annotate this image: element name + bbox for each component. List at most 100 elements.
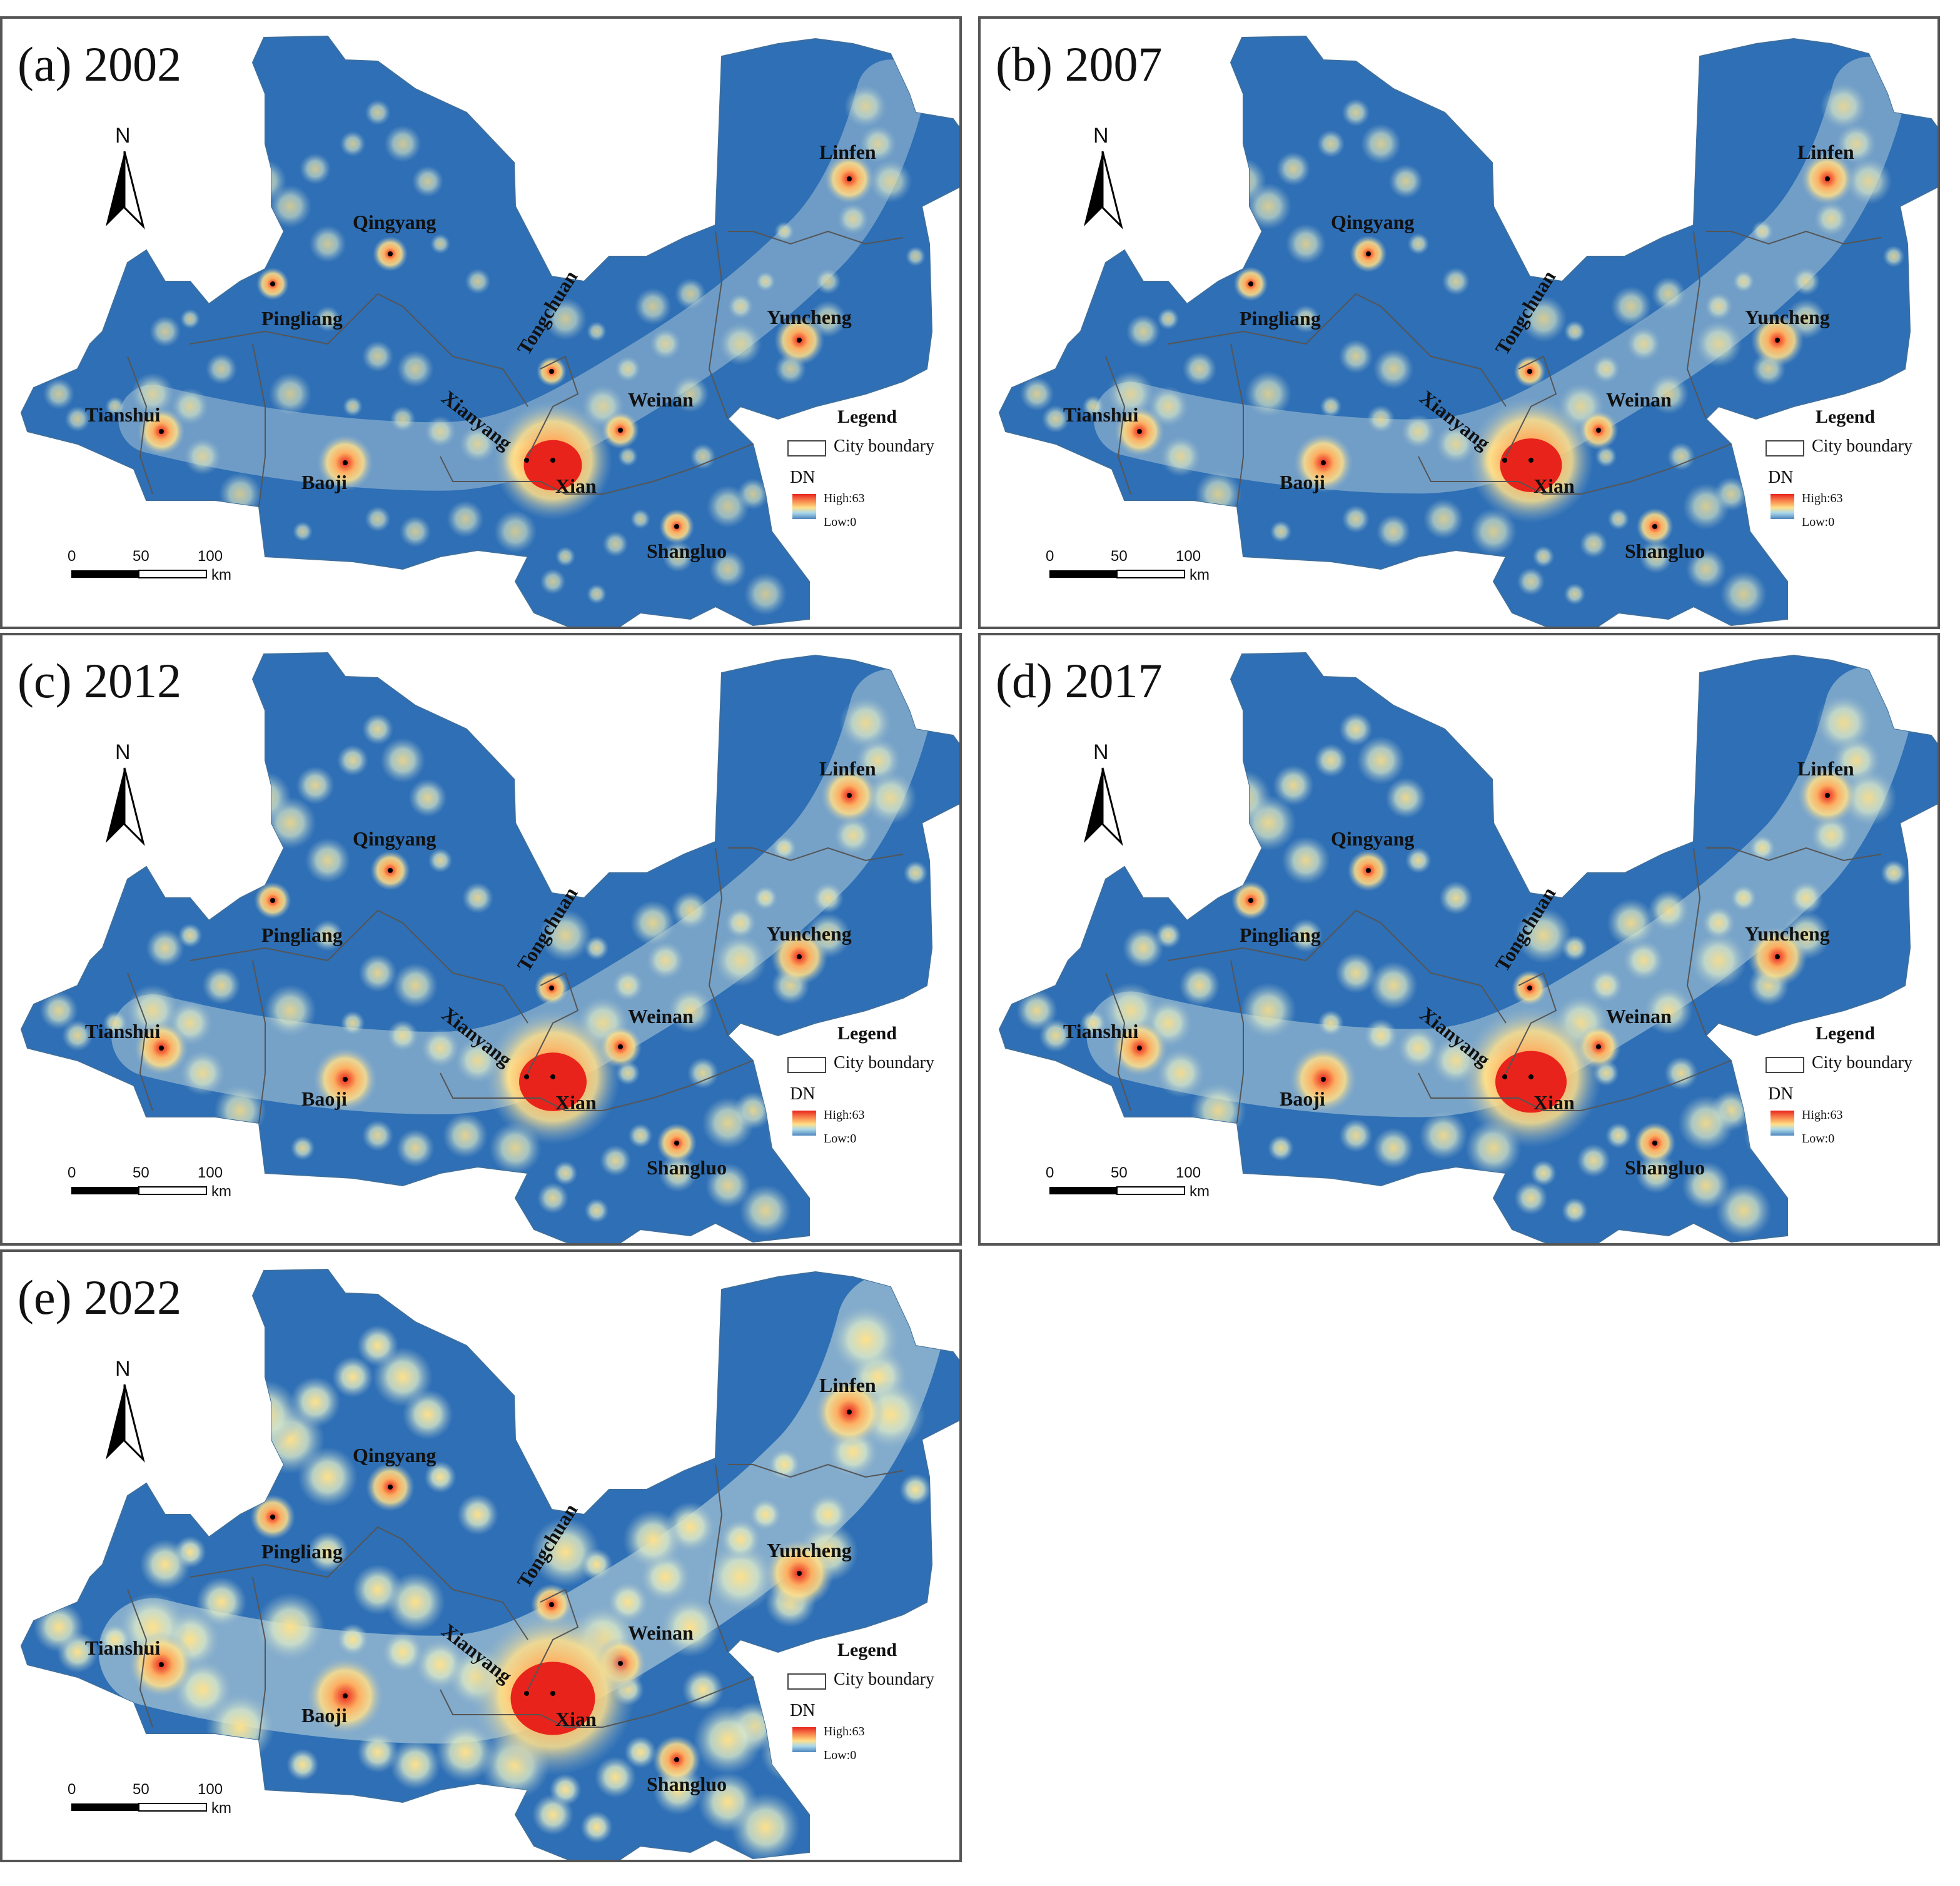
city-point-xian [550,1074,555,1079]
city-label-shangluo: Shangluo [1625,540,1705,562]
town-light [1373,1127,1414,1169]
town-light [774,221,795,242]
town-light [1563,320,1586,343]
city-boundary-line [1105,356,1131,495]
town-light [103,1011,128,1036]
city-label-linfen: Linfen [819,757,876,780]
city-point-pingliang [270,898,275,903]
town-light [672,375,709,413]
town-light [724,907,757,939]
town-light [392,962,438,1009]
town-light [1881,860,1907,886]
town-light [227,231,253,257]
city-label-tianshui: Tianshui [85,1020,161,1042]
city-point-tongchuan [1527,986,1532,991]
town-light [1792,267,1821,296]
legend-title: Legend [837,1640,897,1660]
town-light [361,340,394,373]
town-light [196,1576,247,1628]
panel-title: (c) 2012 [18,653,182,708]
town-light [1019,376,1054,411]
town-light [340,1011,365,1036]
town-light [202,966,241,1005]
town-light [219,1456,261,1498]
town-light [1530,1160,1557,1186]
city-label-linfen: Linfen [819,1374,876,1396]
town-light [1789,881,1823,915]
town-light [1682,483,1730,530]
city-point-tianshui [159,1662,164,1667]
town-light [1268,1135,1294,1161]
town-light [586,321,607,342]
city-label-tianshui: Tianshui [85,1636,161,1659]
town-light [662,540,694,573]
town-light [340,131,366,157]
legend-boundary-label: City boundary [834,1053,934,1072]
city-label-xian: Xian [555,1708,597,1730]
town-light [622,1509,684,1570]
city-point-yuncheng [797,1571,802,1576]
city-label-linfen: Linfen [819,141,876,163]
town-light [1579,530,1608,558]
city-point-baoji [1321,460,1326,465]
town-light [1563,583,1586,605]
city-label-shangluo: Shangluo [647,1156,727,1179]
town-light [205,1692,275,1762]
city-boundary-line [728,847,904,862]
town-light [1595,445,1617,468]
town-light [660,1596,721,1658]
city-point-linfen [847,793,852,798]
city-label-linfen: Linfen [1797,757,1854,780]
town-light [553,1161,578,1186]
town-light [1376,514,1411,549]
town-light [336,1623,369,1656]
city-point-linfen [847,176,852,181]
panel-title: (e) 2022 [18,1270,182,1324]
town-light [33,1601,84,1653]
city-label-yuncheng: Yuncheng [1745,306,1830,328]
city-point-baoji [343,460,348,465]
xian-urban-core [1500,438,1562,492]
scale-bar: 0 50 100 km [59,548,246,585]
town-light [772,835,797,860]
map-panel-2002: Linfen Qingyang Pingliang Tongchuan Yuncheng… [0,16,962,629]
xian-urban-core [510,1662,595,1735]
city-label-weinan: Weinan [1606,388,1672,411]
city-point-pingliang [1248,898,1253,903]
city-label-linfen: Linfen [1797,141,1854,163]
city-point-xian [550,458,555,463]
town-light [1341,505,1370,533]
north-arrow-icon [106,767,145,846]
city-label-pingliang: Pingliang [261,307,343,330]
town-light [1664,1056,1698,1090]
xian-urban-core [519,1052,587,1111]
town-light [342,396,363,417]
scale-tick-label: 0 [68,548,76,565]
scale-bar: 0 50 100 km [1037,548,1225,585]
town-light [602,531,629,557]
town-light [243,159,287,203]
legend-high-label: High:63 [824,1725,865,1738]
city-boundary-line [440,443,754,495]
town-light [1470,508,1517,555]
town-light [1356,736,1405,785]
city-point-weinan [1596,1044,1601,1049]
city-boundary-line [708,847,729,1036]
city-label-weinan: Weinan [628,1621,694,1644]
scale-tick-label: 0 [1046,548,1054,565]
town-light [1514,1181,1548,1215]
town-light [39,991,78,1030]
town-light [580,1548,613,1581]
town-light [1041,405,1070,433]
legend-low-label: Low:0 [824,515,857,529]
town-light [1240,982,1296,1039]
town-light [671,891,710,930]
town-light [1123,927,1164,969]
town-light [315,306,341,332]
city-boundary-line [189,909,528,1024]
town-light [1592,355,1620,383]
town-light [1179,965,1220,1006]
town-light [1577,1144,1610,1177]
city-boundary-line [1230,960,1244,1124]
town-light [171,388,209,425]
